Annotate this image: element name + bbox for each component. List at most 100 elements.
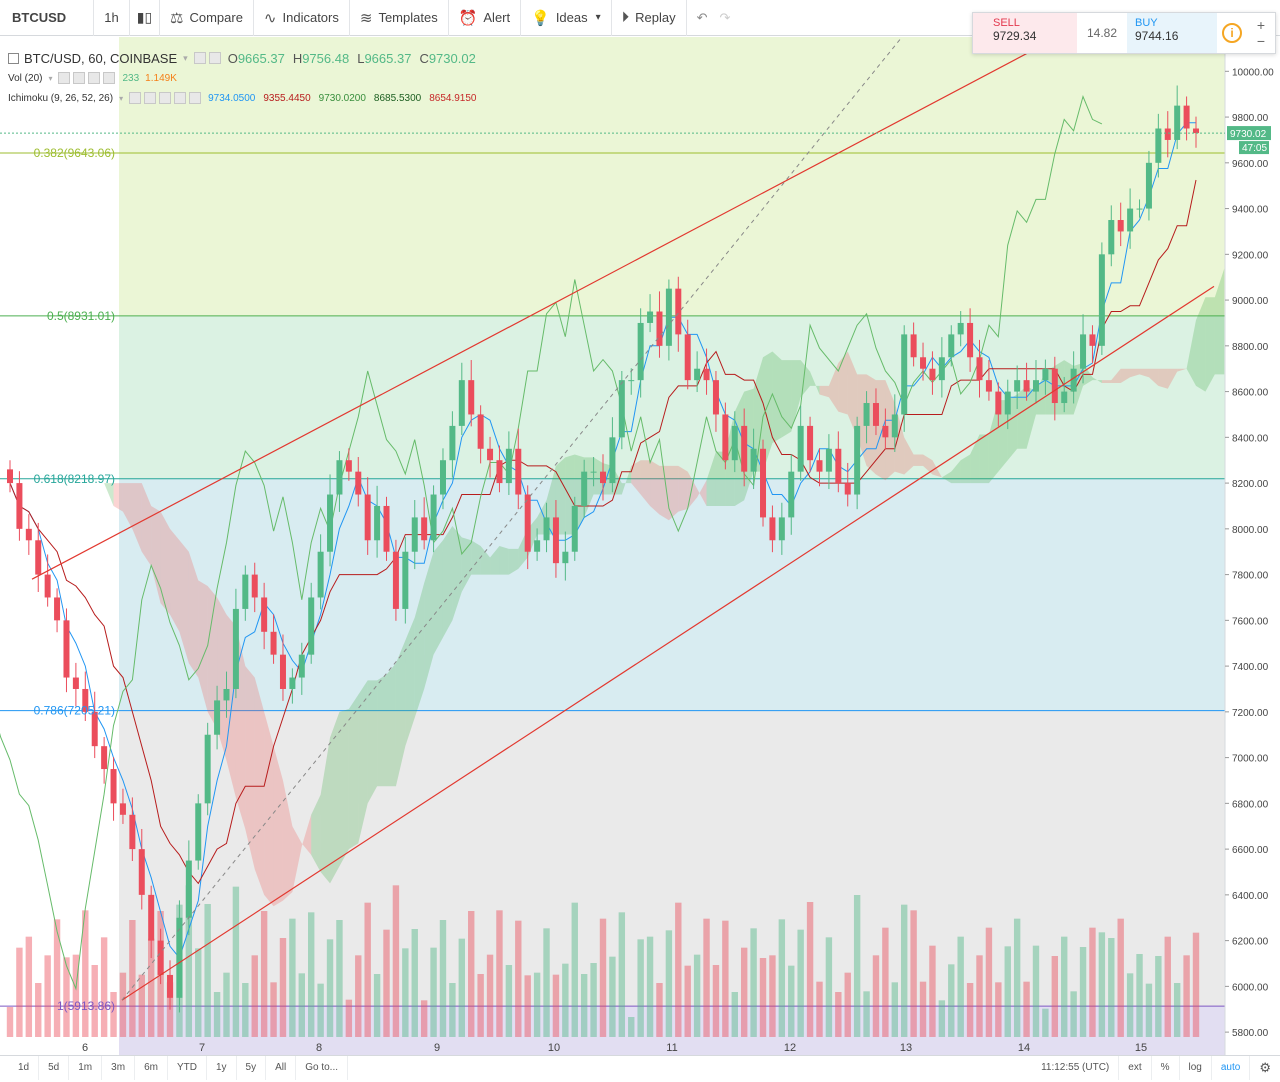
utc-clock[interactable]: 11:12:55 (UTC) (1032, 1056, 1120, 1080)
replay-button[interactable]: ⏵ Replay (612, 0, 687, 36)
volume-bar (740, 947, 748, 1037)
volume-bar (806, 902, 814, 1037)
candle-body (1042, 368, 1049, 381)
log-toggle[interactable]: log (1180, 1056, 1212, 1080)
price-tick-label: 10000.00 (1232, 67, 1274, 78)
candle-body (637, 322, 644, 381)
redo-button[interactable]: ↷ (718, 0, 741, 36)
range-5d[interactable]: 5d (39, 1056, 70, 1080)
candle-body (402, 551, 409, 609)
candle-body (82, 688, 89, 712)
settings-icon[interactable] (208, 52, 221, 64)
auto-toggle[interactable]: auto (1212, 1056, 1251, 1080)
ichimoku-cloud-segment (151, 505, 161, 604)
candle-body (251, 574, 258, 598)
sell-price: 9729.34 (993, 29, 1037, 43)
indicators-button[interactable]: ∿ Indicators (254, 0, 350, 36)
range-ytd[interactable]: YTD (168, 1056, 207, 1080)
eye-icon[interactable] (193, 52, 206, 64)
ideas-label: Ideas (555, 10, 588, 25)
volume-bar (204, 904, 211, 1037)
ext-toggle[interactable]: ext (1119, 1056, 1152, 1080)
close-icon[interactable] (189, 92, 202, 104)
candle-body (1032, 380, 1039, 392)
ichimoku-legend[interactable]: Ichimoku (9, 26, 52, 26) ▾ 9734.0500 935… (8, 88, 476, 108)
volume-bar (628, 1017, 635, 1037)
ichimoku-cloud-segment (1101, 380, 1112, 384)
ichimoku-cloud-segment (734, 391, 745, 506)
add-icon[interactable] (88, 72, 101, 84)
range-all[interactable]: All (266, 1056, 297, 1080)
volume-legend[interactable]: Vol (20) ▾ 233 1.149K (8, 68, 476, 88)
range-1d[interactable]: 1d (0, 1056, 40, 1080)
ichimoku-cloud-segment (104, 483, 114, 506)
compare-button[interactable]: ⚖ Compare (160, 0, 254, 36)
spread-value: 14.82 (1086, 26, 1118, 40)
low-label: L (357, 50, 365, 66)
time-axis-label: 14 (1018, 1042, 1030, 1054)
source-icon[interactable] (159, 92, 172, 104)
settings-icon[interactable] (73, 72, 86, 84)
trend-line-lower[interactable] (121, 285, 1215, 1001)
volume-bar (703, 918, 710, 1037)
volume-bar (966, 983, 974, 1037)
fib-trend-line[interactable] (121, 37, 903, 1001)
goto-button[interactable]: Go to... (296, 1056, 349, 1080)
date-range-group: 1d 5d 1m 3m 6m YTD 1y 5y All Go to... (0, 1056, 349, 1080)
eye-icon[interactable] (129, 92, 142, 104)
minus-button[interactable]: − (1256, 33, 1266, 49)
volume-bar (656, 983, 663, 1037)
range-5y[interactable]: 5y (237, 1056, 267, 1080)
range-6m[interactable]: 6m (135, 1056, 168, 1080)
price-chart-svg[interactable]: 10000.00 9800.00 9600.00 9400.00 9200.00 9000… (0, 37, 1280, 1055)
eye-icon[interactable] (58, 72, 71, 84)
ichimoku-cloud-segment (913, 454, 924, 466)
chart-style-button[interactable]: ▮▯ (130, 0, 160, 36)
time-axis-label: 13 (900, 1042, 912, 1054)
main-series-legend[interactable]: BTC/USD, 60, COINBASE ▾ O 9665.37 H 9756… (8, 48, 476, 68)
price-tick-label: 8800.00 (1232, 342, 1269, 353)
candle-body (1051, 368, 1058, 404)
settings-button[interactable]: ⚙ (1250, 1056, 1280, 1080)
sell-button[interactable]: SELL 9729.34 (973, 13, 1077, 53)
settings-icon[interactable] (144, 92, 157, 104)
range-1y[interactable]: 1y (207, 1056, 237, 1080)
bottom-right-group: 11:12:55 (UTC) ext % log auto ⚙ (1032, 1056, 1280, 1080)
collapse-icon[interactable] (8, 52, 19, 64)
sell-label: SELL (993, 17, 1020, 29)
volume-bar (505, 965, 513, 1037)
buy-button[interactable]: BUY 9744.16 (1127, 13, 1217, 53)
candle-body (430, 494, 437, 541)
ichimoku-cloud-segment (838, 351, 848, 415)
chart-pane[interactable]: 10000.00 9800.00 9600.00 9400.00 9200.00 9000… (0, 37, 1280, 1055)
interval-button[interactable]: 1h (94, 0, 130, 36)
range-3m[interactable]: 3m (102, 1056, 136, 1080)
close-icon[interactable] (103, 72, 116, 84)
ideas-button[interactable]: 💡 Ideas ▾ (521, 0, 612, 36)
alert-button[interactable]: ⏰ Alert (449, 0, 522, 36)
volume-bar (571, 902, 578, 1037)
undo-button[interactable]: ↶ (687, 0, 718, 36)
add-icon[interactable] (174, 92, 187, 104)
templates-button[interactable]: ≋ Templates (350, 0, 449, 36)
plus-button[interactable]: + (1256, 17, 1266, 33)
volume-bar (260, 911, 268, 1037)
ichimoku-cloud-segment (706, 451, 716, 506)
time-axis-label: 6 (82, 1042, 88, 1054)
info-button[interactable]: i (1217, 13, 1247, 53)
candle-body (694, 368, 701, 381)
replay-icon: ⏵ (621, 9, 630, 26)
candle-body (995, 391, 1002, 415)
volume-bar (44, 955, 51, 1037)
candle-body (872, 403, 879, 426)
volume-bar (392, 885, 400, 1037)
percent-toggle[interactable]: % (1152, 1056, 1180, 1080)
symbol-search-button[interactable]: BTCUSD (0, 0, 94, 36)
ichimoku-cloud-segment (320, 737, 331, 884)
ichimoku-cloud-segment (442, 525, 453, 638)
volume-bar (722, 920, 729, 1037)
ichimoku-cloud-segment (1120, 368, 1131, 384)
volume-bar (1192, 932, 1200, 1037)
lead-b-value: 8654.9150 (429, 92, 477, 104)
range-1m[interactable]: 1m (69, 1056, 103, 1080)
